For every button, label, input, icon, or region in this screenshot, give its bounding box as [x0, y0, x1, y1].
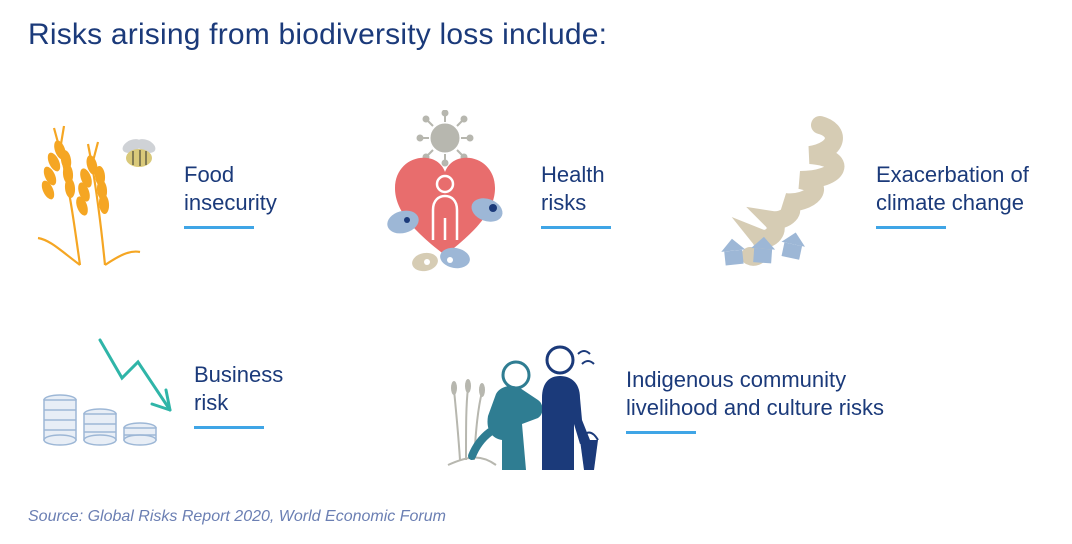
page-title: Risks arising from biodiversity loss inc…: [28, 18, 607, 52]
item-business: Business risk: [30, 330, 283, 460]
item-indigenous-label: Indigenous community livelihood and cult…: [626, 366, 884, 421]
underline: [184, 226, 254, 229]
wheat-bee-icon: [20, 120, 180, 270]
item-health-label: Health risks: [541, 161, 611, 216]
heart-virus-icon: [355, 110, 535, 280]
item-food: Food insecurity: [20, 120, 277, 270]
underline: [194, 426, 264, 429]
tornado-houses-icon: [690, 110, 870, 280]
underline: [541, 226, 611, 229]
coins-downarrow-icon: [30, 330, 190, 460]
item-climate: Exacerbation of climate change: [690, 110, 1029, 280]
underline: [876, 226, 946, 229]
indigenous-people-icon: [430, 320, 620, 480]
item-health: Health risks: [355, 110, 611, 280]
source-citation: Source: Global Risks Report 2020, World …: [28, 508, 446, 526]
underline: [626, 431, 696, 434]
item-climate-label: Exacerbation of climate change: [876, 161, 1029, 216]
item-indigenous: Indigenous community livelihood and cult…: [430, 320, 884, 480]
item-business-label: Business risk: [194, 361, 283, 416]
item-food-label: Food insecurity: [184, 161, 277, 216]
